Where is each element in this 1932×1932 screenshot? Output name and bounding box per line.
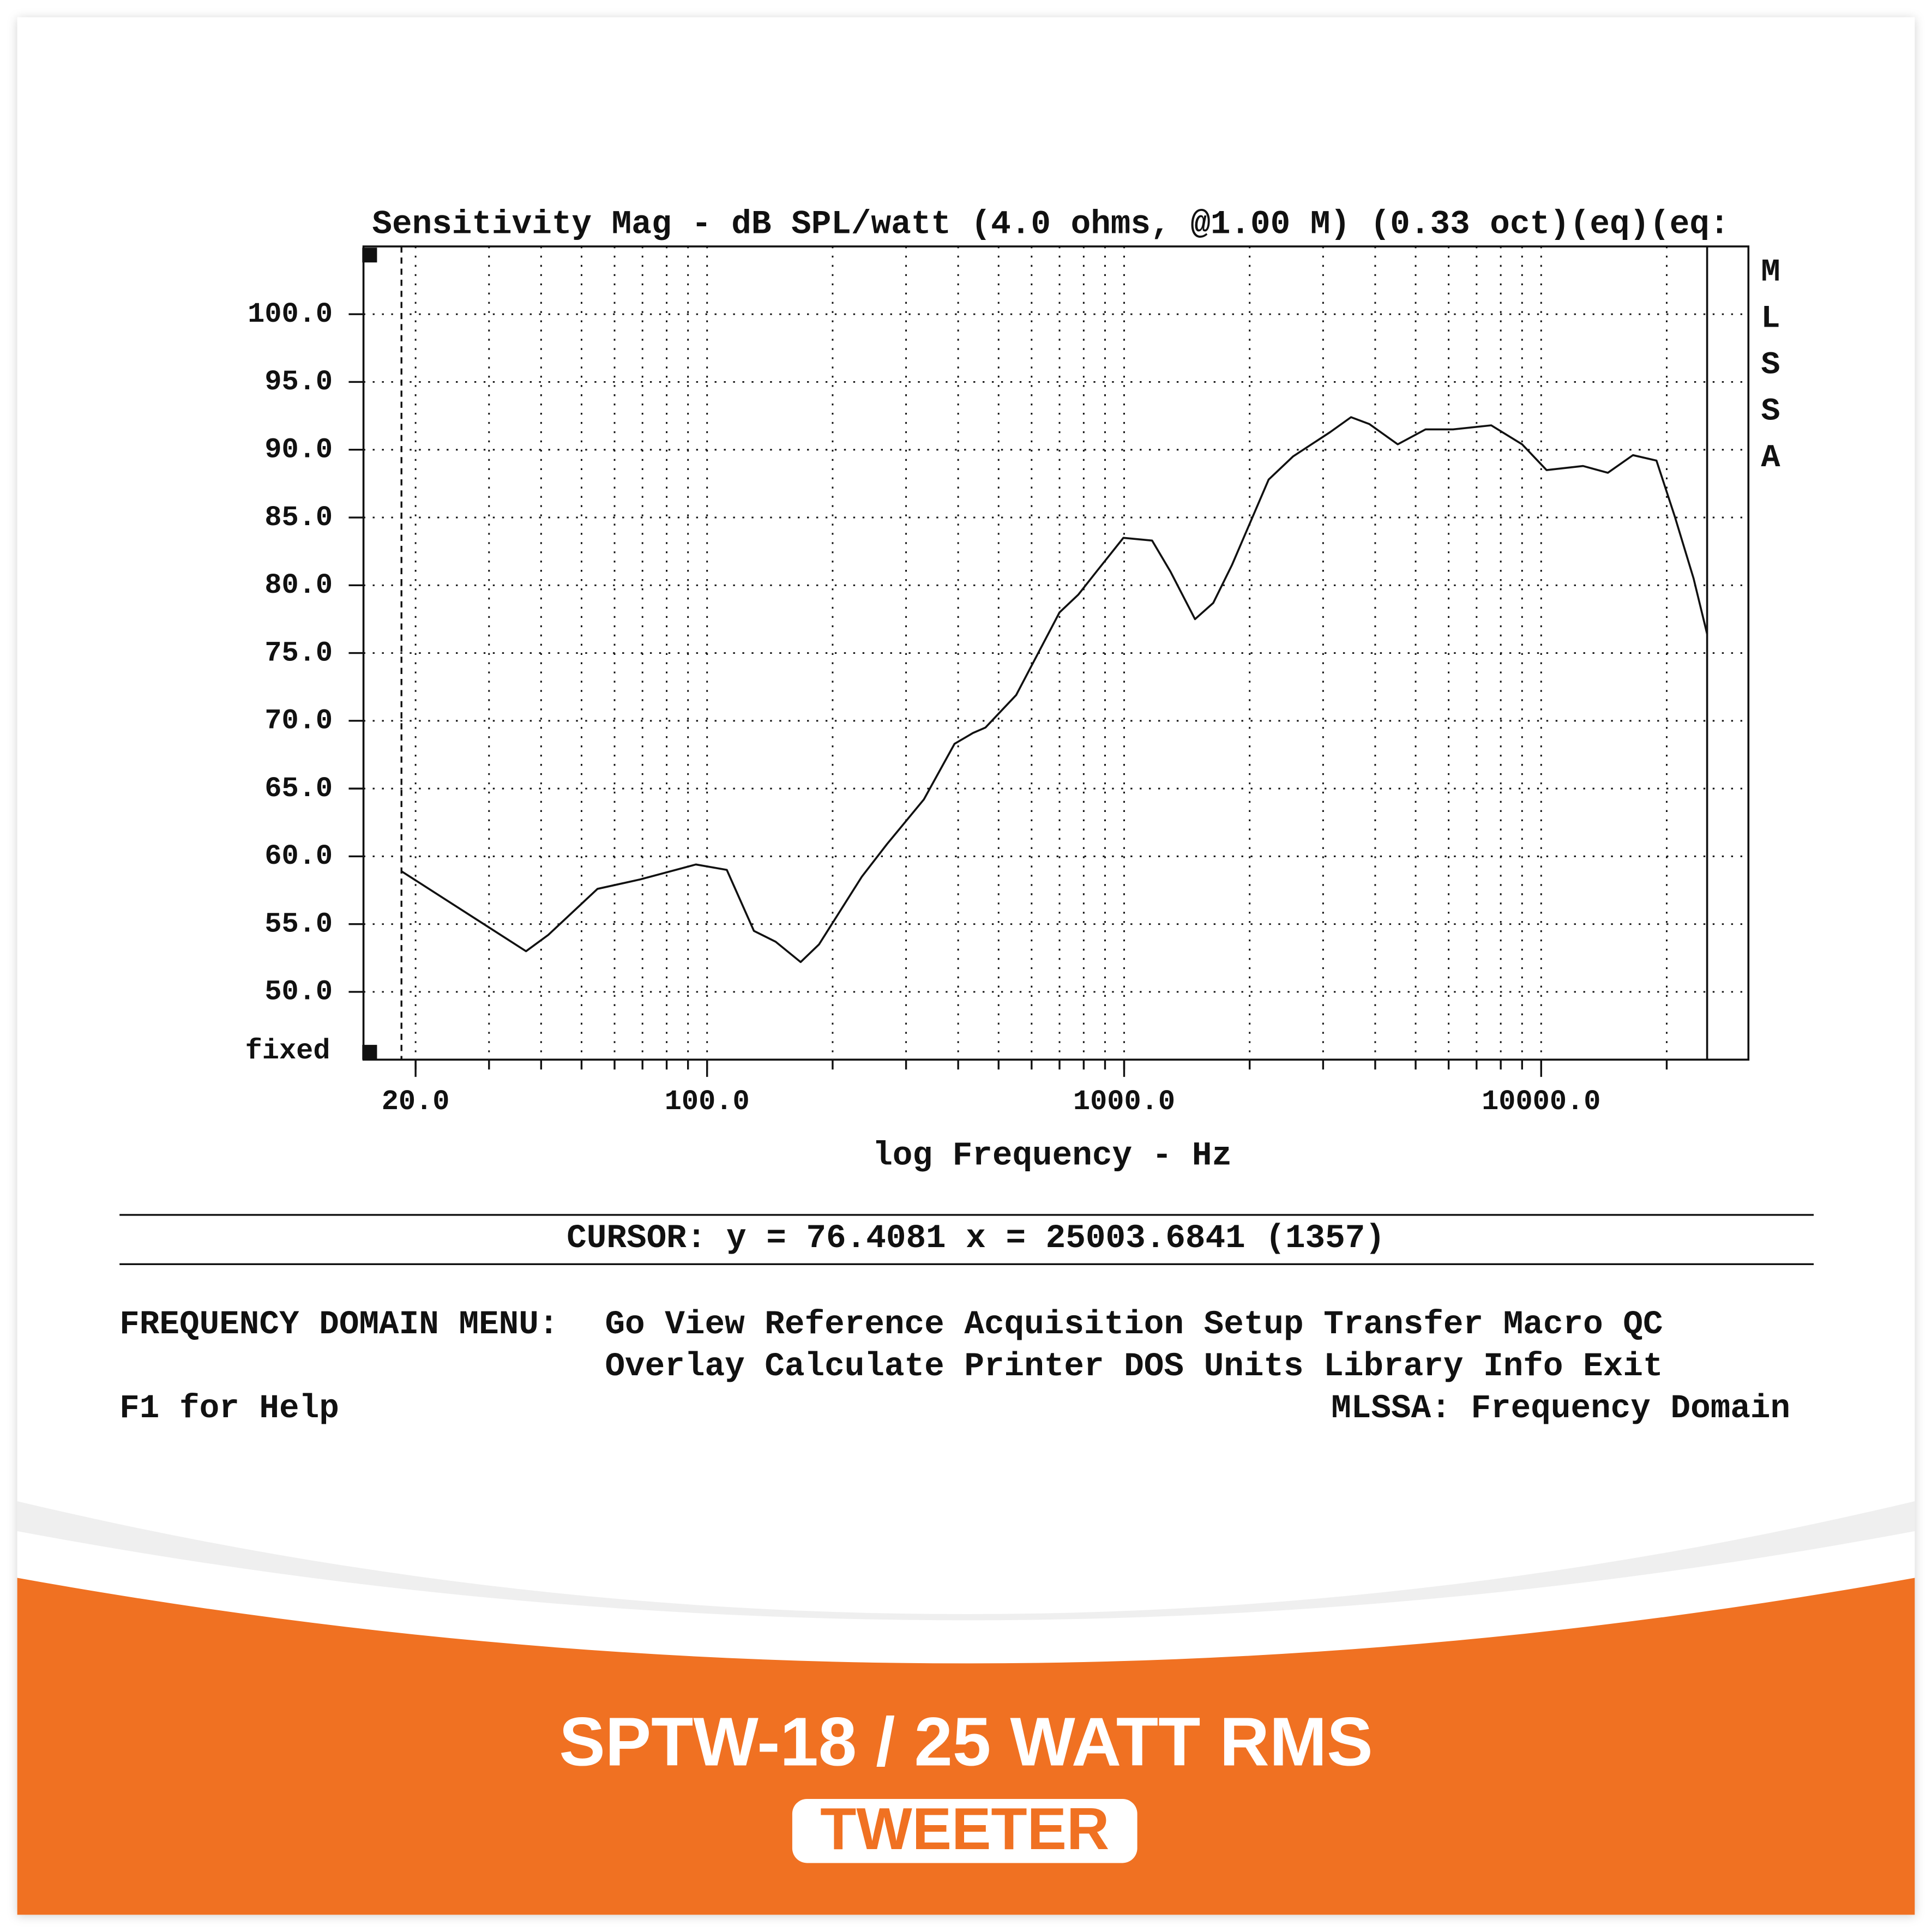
menu-line[interactable]: Go View Reference Acquisition Setup Tran… bbox=[605, 1306, 1663, 1344]
x-tick-label: 100.0 bbox=[665, 1086, 750, 1118]
y-tick-label: 60.0 bbox=[264, 840, 333, 872]
axis-marker bbox=[362, 248, 377, 263]
plot: 50.0 55.0 60.0 65.0 70.0 75.0 80.0 85.0 90.0 95.0… bbox=[248, 245, 1750, 1118]
badge-text: TWEETER bbox=[820, 1796, 1109, 1862]
menu-label: FREQUENCY DOMAIN MENU: bbox=[119, 1306, 558, 1344]
x-tick-label: 20.0 bbox=[382, 1086, 450, 1118]
plot-frame bbox=[362, 245, 1750, 1061]
y-tick-label: 95.0 bbox=[264, 366, 333, 398]
y-tick-label: 75.0 bbox=[264, 637, 333, 669]
help-text: F1 for Help bbox=[119, 1390, 339, 1428]
y-tick-label: 65.0 bbox=[264, 773, 333, 805]
y-tick-label: 50.0 bbox=[264, 976, 333, 1008]
menu-line[interactable]: Overlay Calculate Printer DOS Units Libr… bbox=[605, 1348, 1663, 1386]
banner-fill bbox=[17, 1578, 1915, 1915]
y-tick-label: 55.0 bbox=[264, 908, 333, 940]
y-tick-label: 70.0 bbox=[264, 705, 333, 737]
badge bbox=[792, 1798, 1137, 1863]
y-tick-label: 80.0 bbox=[264, 569, 333, 601]
cursor-readout: CURSOR: y = 76.4081 x = 25003.6841 (1357… bbox=[567, 1220, 1385, 1257]
y-fixed-label: fixed bbox=[245, 1035, 330, 1067]
product-title: SPTW-18 / 25 WATT RMS bbox=[559, 1702, 1373, 1780]
banner bbox=[17, 1501, 1915, 1915]
y-tick-label: 85.0 bbox=[264, 502, 333, 534]
y-tick-label: 90.0 bbox=[264, 434, 333, 466]
x-tick-label: 10000.0 bbox=[1482, 1086, 1600, 1118]
response-line bbox=[401, 416, 1708, 964]
x-axis-title: log Frequency - Hz bbox=[872, 1137, 1232, 1175]
axis-marker bbox=[362, 1045, 377, 1060]
status-text: MLSSA: Frequency Domain bbox=[1331, 1390, 1790, 1428]
chart-title: Sensitivity Mag - dB SPL/watt (4.0 ohms,… bbox=[372, 206, 1729, 243]
x-tick-label: 1000.0 bbox=[1073, 1086, 1175, 1118]
side-label: MLSSA bbox=[1752, 254, 1789, 485]
y-tick-label: 100.0 bbox=[248, 298, 333, 330]
